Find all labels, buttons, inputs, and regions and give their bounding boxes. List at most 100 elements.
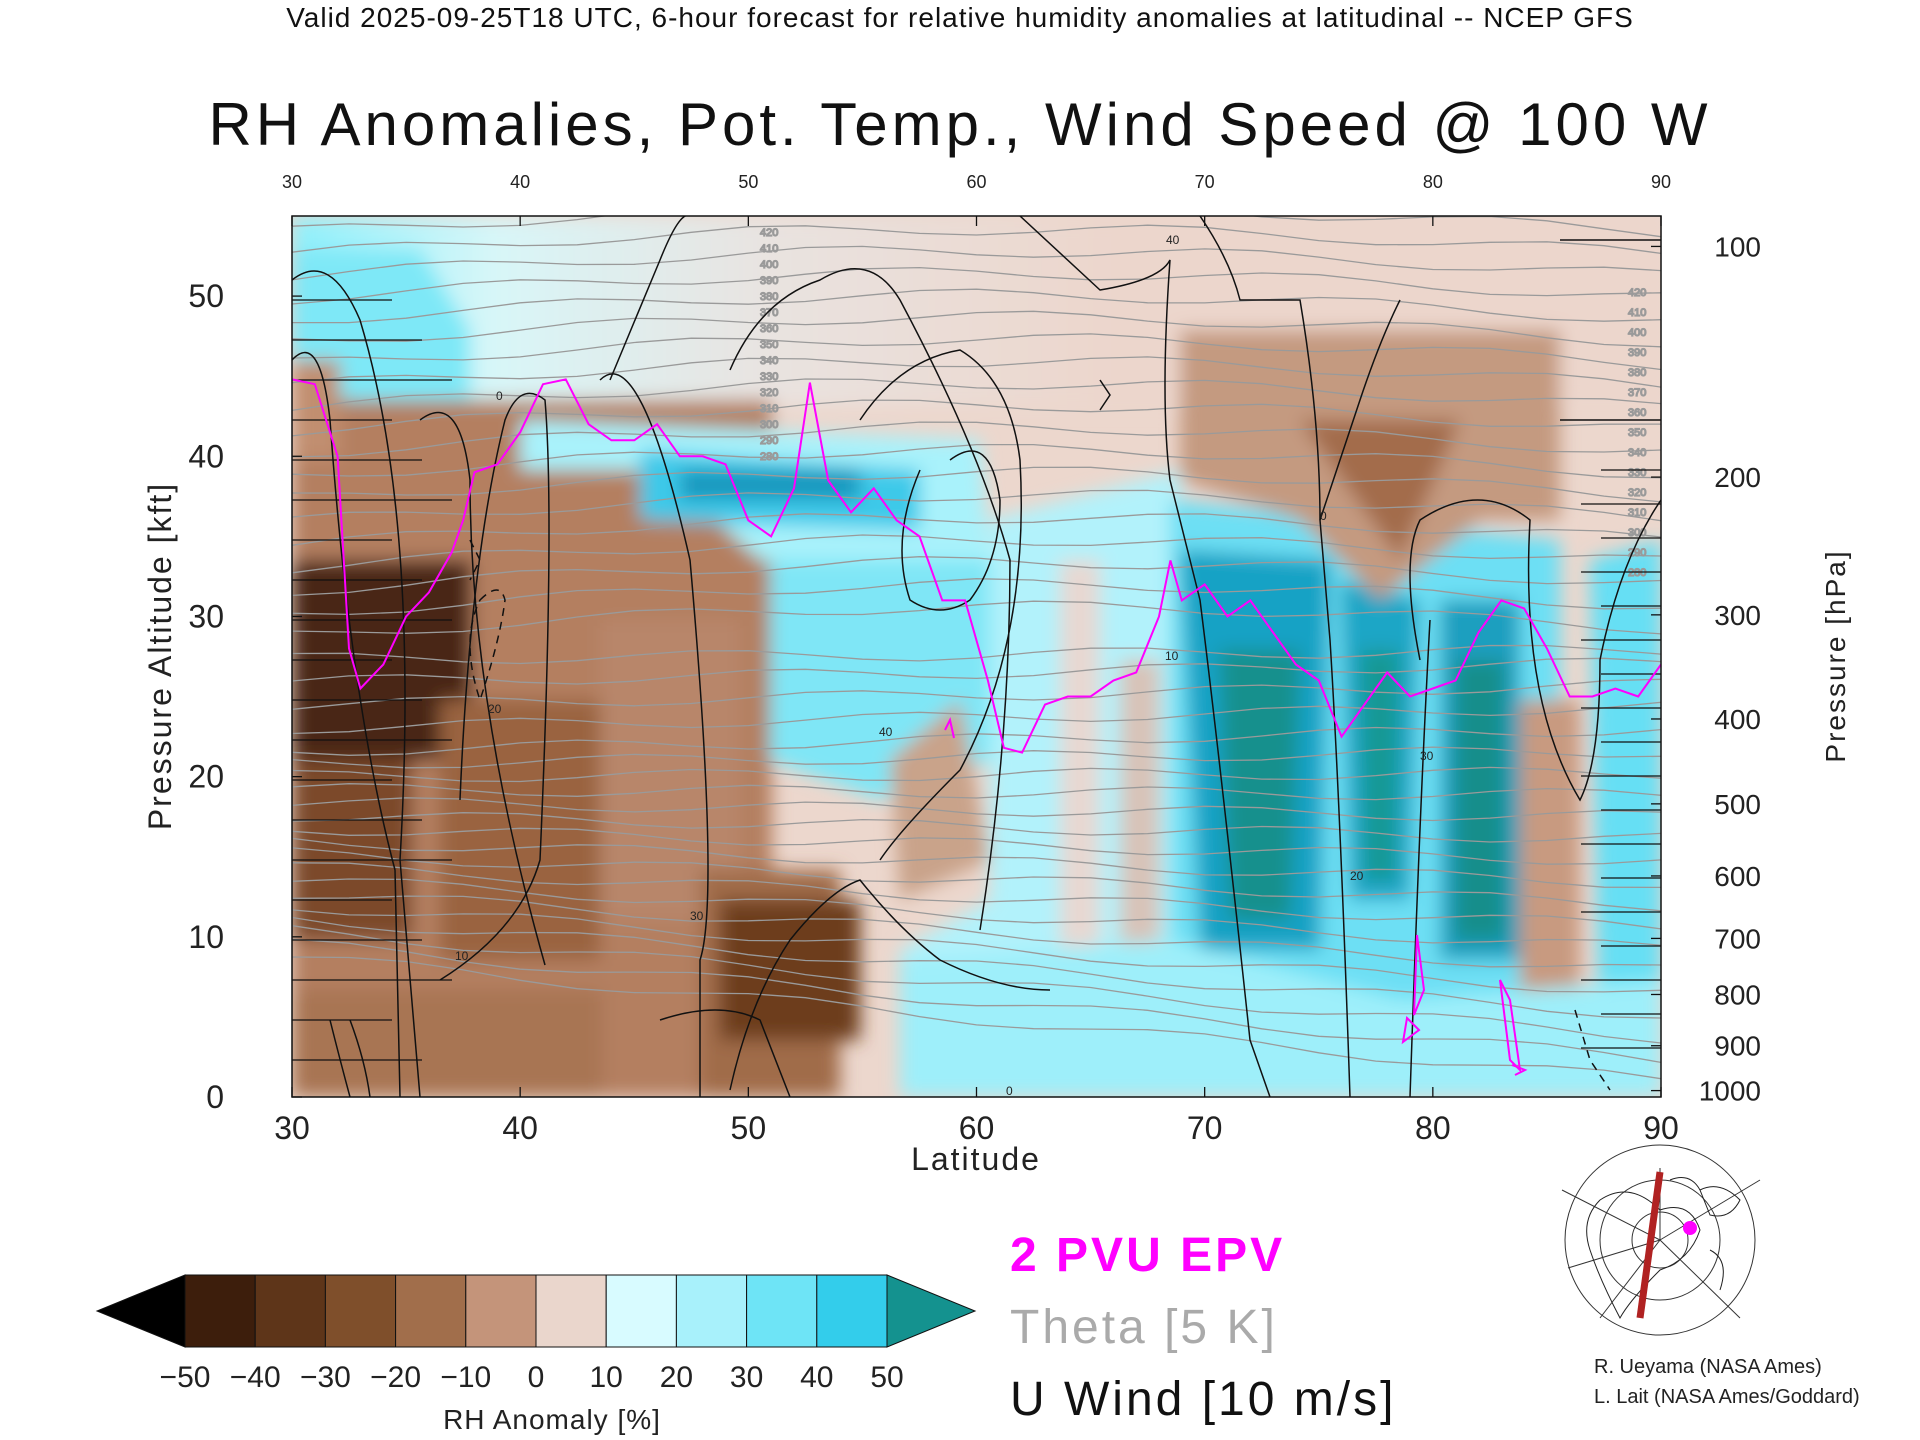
y-tick-label: 50 xyxy=(188,278,224,314)
theta-contour-label: 380 xyxy=(1628,367,1646,379)
y-axis-right-label: Pressure [hPa] xyxy=(1820,549,1851,762)
theta-contour-line xyxy=(292,783,1661,801)
theta-contour-label: 410 xyxy=(760,243,778,255)
colorbar-segment xyxy=(535,1274,607,1348)
y-tick-label: 0 xyxy=(206,1079,224,1115)
theta-contour-line xyxy=(292,938,1661,1064)
theta-contour-label: 350 xyxy=(1628,427,1646,439)
colorbar: −50 −40 −30 −20 −10 0 10 20 30 40 50 xyxy=(95,1274,977,1394)
colorbar-tick-label: −40 xyxy=(230,1361,281,1394)
top-tick-label: 40 xyxy=(510,172,530,192)
rh-anomaly-field xyxy=(292,216,1661,1097)
y-tick-label: 30 xyxy=(188,598,224,634)
theta-contour-label: 320 xyxy=(760,387,778,399)
top-tick-label: 70 xyxy=(1195,172,1215,192)
pressure-tick-label: 300 xyxy=(1714,600,1761,631)
top-tick-label: 30 xyxy=(282,172,302,192)
colorbar-segment xyxy=(465,1274,537,1348)
theta-contour-line xyxy=(292,556,1661,597)
theta-contour-line xyxy=(292,746,1661,769)
wind-contour-label: 30 xyxy=(690,909,704,923)
x-tick-label: 30 xyxy=(274,1110,310,1146)
theta-contour-label: 420 xyxy=(760,227,778,239)
y-tick-label: 10 xyxy=(188,919,224,955)
top-tick-label: 60 xyxy=(966,172,986,192)
legend-theta: Theta [5 K] xyxy=(1010,1301,1278,1354)
theta-contour-line xyxy=(292,644,1661,665)
theta-contour-label: 320 xyxy=(1628,487,1646,499)
wind-contour-label: 20 xyxy=(488,702,502,716)
wind-contour-label: 10 xyxy=(455,949,469,963)
theta-contour-line xyxy=(292,956,1661,1080)
y-tick-label: 40 xyxy=(188,438,224,474)
theta-contour-label: 360 xyxy=(1628,407,1646,419)
wind-contour-label: 0 xyxy=(1320,509,1327,523)
right-edge-ticks xyxy=(1581,469,1661,1049)
colorbar-segment xyxy=(675,1274,748,1348)
colorbar-label: RH Anomaly [%] xyxy=(443,1404,661,1435)
theta-contour-label: 420 xyxy=(1628,287,1646,299)
pressure-tick-label: 700 xyxy=(1714,923,1761,954)
theta-contour-line xyxy=(292,578,1661,616)
theta-contour-line xyxy=(292,812,1661,843)
wind-contour-label: 30 xyxy=(1420,749,1434,763)
theta-contour-label: 310 xyxy=(760,403,778,415)
theta-contour-line xyxy=(292,678,1661,710)
colorbar-segment xyxy=(254,1274,326,1348)
theta-contour-label: 300 xyxy=(760,419,778,431)
theta-contour-line xyxy=(292,909,1661,993)
y-tick-label: 20 xyxy=(188,759,224,795)
valid-time-header: Valid 2025-09-25T18 UTC, 6-hour forecast… xyxy=(286,2,1634,33)
theta-contour-line xyxy=(292,356,1661,388)
colorbar-segment xyxy=(184,1274,256,1348)
colorbar-segment xyxy=(324,1274,397,1348)
theta-contour-line xyxy=(292,288,1661,324)
theta-contour-line xyxy=(292,224,1661,255)
chart-title: RH Anomalies, Pot. Temp., Wind Speed @ 1… xyxy=(208,91,1712,158)
theta-contour-label: 300 xyxy=(1628,527,1646,539)
theta-contour-label: 360 xyxy=(760,323,778,335)
y-axis-left-label: Pressure Altitude [kft] xyxy=(142,482,178,830)
pressure-tick-label: 900 xyxy=(1714,1031,1761,1062)
theta-contour-line xyxy=(292,726,1661,756)
colorbar-tick-label: −50 xyxy=(160,1361,211,1394)
colorbar-tick-label: −10 xyxy=(440,1361,491,1394)
colorbar-segment xyxy=(746,1274,818,1348)
theta-contour-label: 410 xyxy=(1628,307,1646,319)
x-tick-label: 60 xyxy=(959,1110,995,1146)
theta-contours: 4204204104104004003903903803803703703603… xyxy=(292,216,1661,1080)
wind-contour-label: 0 xyxy=(1006,1084,1013,1098)
wind-contour-label: 40 xyxy=(879,725,893,739)
theta-contour-line xyxy=(292,797,1661,822)
theta-contour-line xyxy=(292,878,1661,946)
theta-contour-label: 280 xyxy=(760,451,778,463)
theta-contour-label: 310 xyxy=(1628,507,1646,519)
colorbar-segment xyxy=(605,1274,677,1348)
top-tick-label: 90 xyxy=(1651,172,1671,192)
theta-contour-label: 340 xyxy=(1628,447,1646,459)
theta-contour-line xyxy=(292,245,1661,281)
theta-contour-line xyxy=(292,421,1661,458)
theta-contour-label: 330 xyxy=(1628,467,1646,479)
transect-line xyxy=(1636,1171,1664,1319)
x-tick-label: 70 xyxy=(1187,1110,1223,1146)
theta-contour-line xyxy=(292,827,1661,865)
credit-line-1: R. Ueyama (NASA Ames) xyxy=(1594,1356,1822,1378)
x-tick-label: 40 xyxy=(502,1110,538,1146)
wind-contour-label: 20 xyxy=(1350,869,1364,883)
theta-contour-line xyxy=(292,837,1661,889)
top-tick-label: 50 xyxy=(738,172,758,192)
colorbar-tick-label: −30 xyxy=(300,1361,351,1394)
theta-contour-line xyxy=(292,701,1661,735)
theta-contour-label: 400 xyxy=(760,259,778,271)
theta-contour-label: 380 xyxy=(760,291,778,303)
theta-contour-line xyxy=(292,925,1661,1044)
colorbar-under-arrow xyxy=(95,1274,186,1348)
colorbar-tick-label: 0 xyxy=(528,1361,545,1394)
pressure-tick-label: 100 xyxy=(1714,231,1761,262)
colorbar-tick-label: 30 xyxy=(730,1361,763,1394)
colorbar-over-arrow xyxy=(886,1274,977,1348)
x-tick-label: 90 xyxy=(1643,1110,1679,1146)
